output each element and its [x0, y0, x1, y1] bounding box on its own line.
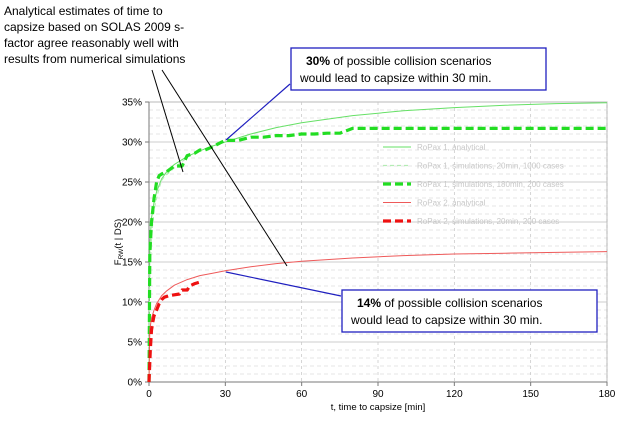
- tick-labels: 0% 5% 10% 15% 20% 25% 30% 35% 0 30 60 90 120 150 180: [122, 98, 616, 401]
- x-tick-label: 120: [446, 389, 463, 400]
- series-line-2: [148, 150, 201, 383]
- legend-label-2: RoPax 1, simulations, 20min, 1000 cases: [417, 162, 564, 171]
- analytical-annotation: Analytical estimates of time to capsize …: [4, 4, 288, 267]
- legend-label-3: RoPax 1, simulations, 180min, 200 cases: [417, 180, 564, 189]
- y-axis-title-subscript: RW: [118, 248, 125, 260]
- legend-label-4: RoPax 2, analytical: [417, 199, 486, 208]
- callout-14-line-2: would lead to capsize within 30 min.: [350, 313, 542, 327]
- x-tick-label: 60: [296, 389, 308, 400]
- annotation-pointer-2: [161, 69, 288, 267]
- legend-label-1: RoPax 1, analytical: [417, 143, 486, 152]
- callout-30-box: [290, 47, 547, 91]
- annotation-line-3: factor agree reasonably well with: [4, 36, 179, 50]
- x-tick-label: 30: [220, 389, 232, 400]
- callout-14-line-1: 14% of possible collision scenarios: [357, 296, 542, 310]
- series-line-5: [147, 280, 201, 383]
- x-tick-label: 90: [372, 389, 384, 400]
- x-axis-title: t, time to capsize [min]: [331, 402, 426, 413]
- callout-14-rest: of possible collision scenarios: [381, 296, 542, 310]
- grid-lines: [149, 101, 608, 382]
- annotation-line-1: Analytical estimates of time to: [4, 4, 163, 18]
- callout-14-bold: 14%: [357, 296, 381, 310]
- callout-14-box: [341, 289, 598, 333]
- callout-14-pointer: [225, 271, 342, 297]
- y-tick-label: 10%: [122, 298, 142, 309]
- callout-30-line-2: would lead to capsize within 30 min.: [299, 71, 491, 85]
- y-tick-label: 25%: [122, 178, 142, 189]
- callout-30-percent: 30% of possible collision scenarios woul…: [225, 47, 547, 141]
- y-axis-title-main: F: [113, 259, 124, 265]
- callout-30-bold: 30%: [306, 54, 330, 68]
- legend-label-5: RoPax 2, simulations, 20min, 200 cases: [417, 217, 559, 226]
- annotation-pointer-1: [151, 69, 184, 173]
- annotation-line-4: results from numerical simulations: [4, 52, 185, 66]
- series-line-3: [147, 126, 607, 383]
- legend: RoPax 1, analytical RoPax 1, simulations,…: [383, 143, 564, 226]
- x-tick-label: 0: [146, 389, 152, 400]
- callout-30-pointer: [225, 83, 291, 141]
- callout-30-line-1: 30% of possible collision scenarios: [306, 54, 491, 68]
- y-tick-label: 0%: [128, 378, 143, 389]
- data-series: [147, 102, 608, 383]
- y-axis-title: FRW(t | DS): [113, 219, 125, 265]
- y-tick-label: 5%: [128, 338, 143, 349]
- callout-30-rest: of possible collision scenarios: [330, 54, 491, 68]
- annotation-line-2: capsize based on SOLAS 2009 s-: [4, 20, 184, 34]
- x-tick-label: 150: [522, 389, 539, 400]
- y-tick-label: 15%: [122, 258, 142, 269]
- callout-14-percent: 14% of possible collision scenarios woul…: [225, 271, 598, 333]
- y-tick-label: 30%: [122, 138, 142, 149]
- y-axis-title-rest: (t | DS): [113, 219, 124, 249]
- series-line-4: [148, 251, 608, 383]
- y-tick-label: 20%: [122, 218, 142, 229]
- x-tick-label: 180: [599, 389, 616, 400]
- y-tick-label: 35%: [122, 98, 142, 109]
